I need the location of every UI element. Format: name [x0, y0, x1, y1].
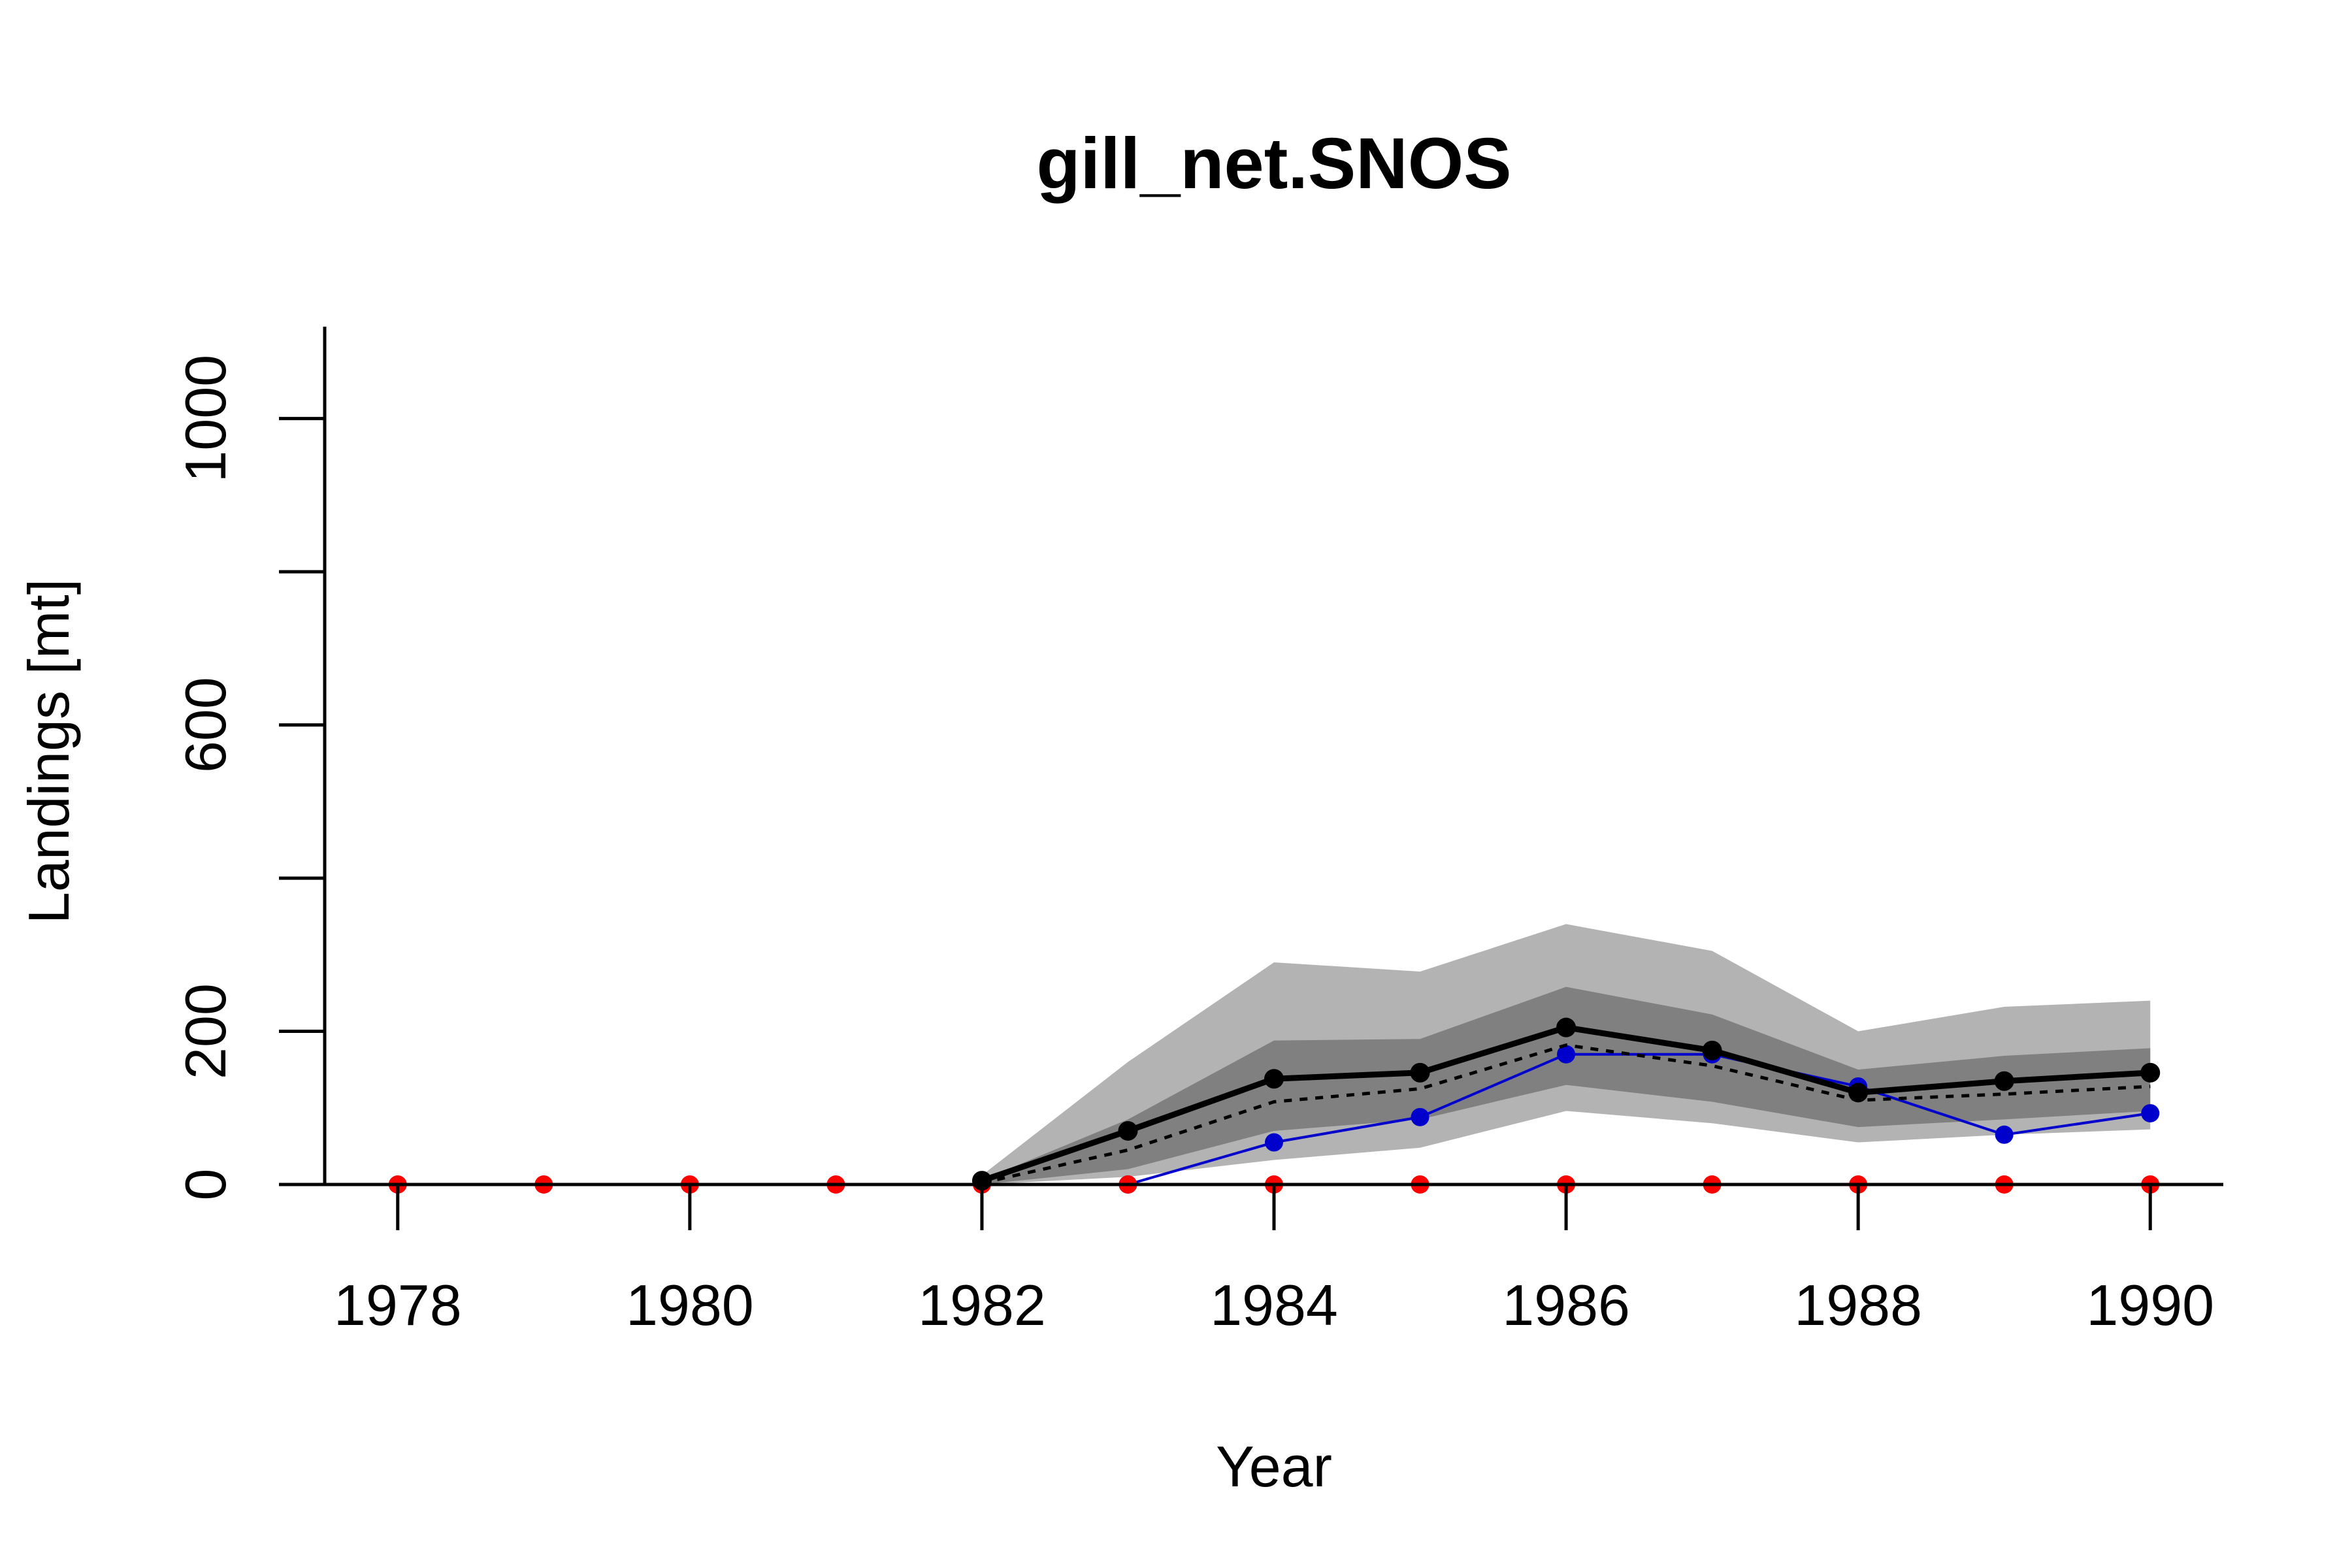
- x-axis-label: Year: [1216, 1434, 1332, 1499]
- data-point-median: [1556, 1017, 1576, 1037]
- x-tick-label: 1978: [334, 1273, 462, 1337]
- x-tick-label: 1988: [1794, 1273, 1922, 1337]
- data-point-observed: [1265, 1133, 1283, 1152]
- x-tick-label: 1986: [1502, 1273, 1630, 1337]
- y-axis-label: Landings [mt]: [16, 579, 81, 924]
- data-point-observed: [2141, 1103, 2160, 1122]
- chart-title: gill_net.SNOS: [1036, 123, 1511, 204]
- data-point-median: [1264, 1069, 1284, 1089]
- data-point-median: [1848, 1083, 1869, 1103]
- data-point-observed: [1411, 1107, 1429, 1126]
- y-tick-label: 0: [173, 1169, 238, 1201]
- y-tick-label: 1000: [173, 355, 238, 483]
- x-tick-label: 1990: [2086, 1273, 2214, 1337]
- x-tick-label: 1984: [1210, 1273, 1338, 1337]
- y-tick-label: 200: [173, 983, 238, 1079]
- data-point-median: [1702, 1040, 1722, 1060]
- data-point-median: [2140, 1062, 2161, 1083]
- data-point-median: [1410, 1062, 1430, 1083]
- y-tick-label: 600: [173, 677, 238, 773]
- x-tick-label: 1980: [626, 1273, 754, 1337]
- x-tick-label: 1982: [918, 1273, 1046, 1337]
- x-axis: 1978 1980 1982 1984 1986 1988 1990: [325, 1183, 2223, 1337]
- series-line-mean: [981, 1043, 2151, 1185]
- y-axis: 0 200 600 1000: [173, 327, 327, 1201]
- data-point-median: [1994, 1071, 2014, 1091]
- plot-area: [388, 924, 2161, 1194]
- data-point-observed: [1995, 1125, 2014, 1144]
- data-point-observed: [1557, 1045, 1576, 1064]
- data-point-median: [1118, 1120, 1138, 1141]
